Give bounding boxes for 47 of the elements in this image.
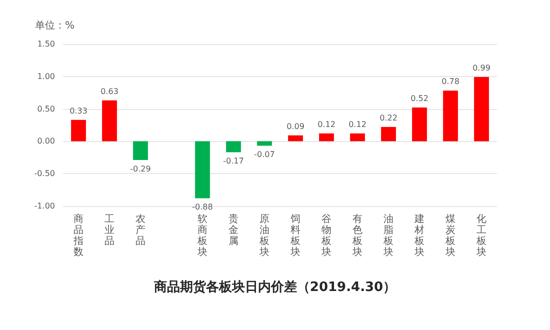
bar <box>133 141 148 160</box>
data-label: 0.52 <box>410 94 428 104</box>
bar <box>257 141 272 146</box>
x-tick-label: 谷物板块 <box>320 213 332 258</box>
y-tick-label: -1.00 <box>34 202 55 210</box>
x-tick-label: 贵金属 <box>228 213 238 247</box>
data-label: -0.88 <box>192 202 213 212</box>
x-tick-label: 化工板块 <box>476 213 486 258</box>
text: 商品期货各板块日内价差（2019.4.30） <box>152 279 396 295</box>
bar <box>443 90 458 142</box>
y-tick-label: 0.00 <box>37 136 55 146</box>
data-label: 0.33 <box>70 106 88 116</box>
data-label: -0.29 <box>130 164 151 174</box>
bar <box>381 126 396 142</box>
y-axis-title: 单位：% <box>35 20 75 32</box>
bar <box>71 120 86 142</box>
data-label: 0.63 <box>100 86 118 96</box>
data-label: -0.17 <box>223 156 244 166</box>
y-tick-label: 1.50 <box>37 40 55 48</box>
bar <box>319 133 334 142</box>
x-tick-label: 工业品 <box>104 214 114 247</box>
bar <box>226 141 241 152</box>
x-tick-label: 商品指数 <box>72 213 84 258</box>
x-tick-label: 软商板块 <box>196 213 208 258</box>
data-label: -0.07 <box>254 150 275 160</box>
bar <box>474 77 489 142</box>
data-label: 0.09 <box>286 122 304 131</box>
bar <box>195 141 210 198</box>
x-tick-label: 原油板块 <box>258 214 270 258</box>
data-label: 0.22 <box>380 113 398 122</box>
y-tick-label: 0.50 <box>37 104 55 114</box>
x-tick-label: 油脂板块 <box>382 213 394 258</box>
data-label: 0.99 <box>472 64 490 73</box>
data-label: 0.12 <box>318 120 336 129</box>
bar <box>102 100 117 142</box>
x-tick-label: 农产品 <box>136 214 146 247</box>
x-tick-label: 饲料板块 <box>290 214 300 258</box>
x-tick-label: 建材板块 <box>414 213 424 258</box>
bar <box>412 108 427 142</box>
y-tick-label: 1.00 <box>37 72 55 81</box>
data-label: 0.78 <box>442 77 460 86</box>
data-label: 0.12 <box>348 120 366 129</box>
bar <box>350 133 365 142</box>
bar <box>288 135 303 142</box>
x-tick-label: 有色板块 <box>352 213 362 258</box>
x-tick-label: 煤炭板块 <box>444 213 456 258</box>
y-tick-label: -0.50 <box>34 169 55 178</box>
